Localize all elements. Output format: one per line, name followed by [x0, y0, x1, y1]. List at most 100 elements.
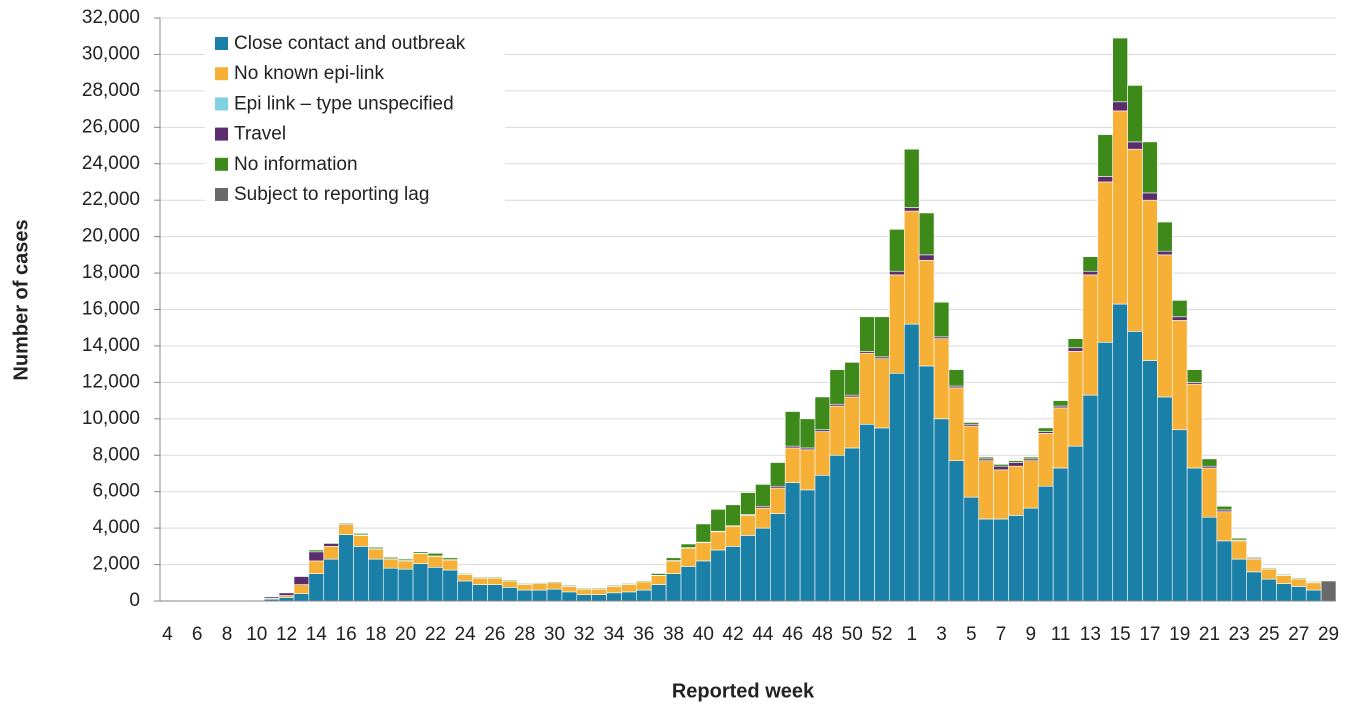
bar-segment — [1172, 317, 1187, 321]
bar-segment — [1098, 182, 1113, 342]
bar-segment — [875, 317, 890, 357]
bar-segment — [994, 519, 1009, 601]
bar-segment — [1083, 275, 1098, 395]
bar-segment — [889, 373, 904, 601]
bar-segment — [770, 463, 785, 487]
bar-segment — [1038, 486, 1053, 601]
bar-segment — [934, 419, 949, 601]
bar-segment — [979, 457, 994, 459]
bar-segment — [1172, 320, 1187, 429]
bar-segment — [383, 559, 398, 568]
bar-segment — [1247, 557, 1262, 558]
x-tick-label: 22 — [425, 624, 446, 645]
x-tick-label: 52 — [871, 624, 892, 645]
bar-segment — [1068, 348, 1083, 352]
bar-segment — [785, 412, 800, 447]
y-tick-label: 6,000 — [92, 481, 140, 502]
bar-segment — [666, 574, 681, 601]
bar-segment — [949, 370, 964, 386]
bar-segment — [1187, 370, 1202, 383]
bar-segment — [919, 213, 934, 255]
bar-segment — [830, 455, 845, 601]
bar-segment — [1187, 468, 1202, 601]
bar-segment — [398, 559, 413, 560]
bar-segment — [547, 583, 562, 589]
bar-segment — [860, 353, 875, 424]
bar-segment — [1202, 517, 1217, 601]
x-tick-label: 19 — [1169, 624, 1190, 645]
y-tick-label: 10,000 — [82, 408, 140, 429]
y-tick-label: 22,000 — [82, 189, 140, 210]
bar-segment — [473, 577, 488, 578]
bar-segment — [711, 532, 726, 550]
bar-segment — [1291, 586, 1306, 601]
bar-segment — [592, 588, 607, 589]
bar-segment — [815, 475, 830, 601]
bar-segment — [1202, 468, 1217, 517]
bar-segment — [726, 505, 741, 526]
bar-segment — [1023, 508, 1038, 601]
y-tick-label: 20,000 — [82, 226, 140, 247]
y-tick-label: 26,000 — [82, 116, 140, 137]
bar-segment — [696, 561, 711, 601]
x-tick-label: 7 — [996, 624, 1007, 645]
bar-segment — [800, 490, 815, 601]
bar-segment — [279, 593, 294, 596]
bar-segment — [1098, 135, 1113, 177]
bar-segment — [1262, 579, 1277, 601]
bar-segment — [845, 397, 860, 448]
bar-segment — [1276, 584, 1291, 601]
legend-swatch — [215, 128, 228, 141]
bar-segment — [1142, 193, 1157, 200]
x-tick-label: 32 — [574, 624, 595, 645]
y-tick-label: 32,000 — [82, 7, 140, 28]
bar-segment — [711, 509, 726, 531]
bar-segment — [621, 584, 636, 585]
y-tick-label: 16,000 — [82, 299, 140, 320]
bar-segment — [324, 543, 339, 544]
bar-segment — [1068, 446, 1083, 601]
bar-segment — [904, 211, 919, 324]
bar-segment — [830, 406, 845, 455]
bar-segment — [889, 275, 904, 373]
bar-segment — [368, 559, 383, 601]
bar-segment — [1068, 339, 1083, 348]
bar-segment — [1023, 457, 1038, 459]
bar-segment — [1009, 466, 1024, 515]
bar-segment — [1276, 574, 1291, 575]
bar-segment — [636, 582, 651, 590]
x-tick-label: 30 — [544, 624, 565, 645]
bar-segment — [1217, 506, 1232, 510]
bar-segment — [1053, 468, 1068, 601]
bar-segment — [830, 370, 845, 405]
bar-segment — [324, 544, 339, 547]
bar-segment — [889, 271, 904, 275]
bar-segment — [502, 580, 517, 581]
bar-segment — [741, 535, 756, 601]
bar-segment — [487, 585, 502, 601]
bar-segment — [994, 466, 1009, 470]
bar-segment — [473, 578, 488, 584]
y-tick-label: 24,000 — [82, 153, 140, 174]
bar-segment — [845, 448, 860, 601]
bar-segment — [398, 569, 413, 601]
bar-segment — [726, 546, 741, 601]
bar-segment — [994, 470, 1009, 519]
legend-label: Subject to reporting lag — [234, 184, 429, 205]
bar-segment — [726, 526, 741, 546]
bar-segment — [1128, 85, 1143, 141]
bar-segment — [621, 585, 636, 592]
bar-segment — [934, 339, 949, 419]
x-tick-label: 17 — [1139, 624, 1160, 645]
legend-swatch — [215, 158, 228, 171]
x-tick-label: 20 — [395, 624, 416, 645]
bar-segment — [339, 524, 354, 534]
bar-segment — [1306, 583, 1321, 590]
bar-segment — [1306, 590, 1321, 601]
x-tick-label: 16 — [336, 624, 357, 645]
bar-segment — [711, 550, 726, 601]
bar-segment — [1083, 271, 1098, 275]
bar-segment — [1142, 142, 1157, 193]
y-tick-label: 4,000 — [92, 517, 140, 538]
